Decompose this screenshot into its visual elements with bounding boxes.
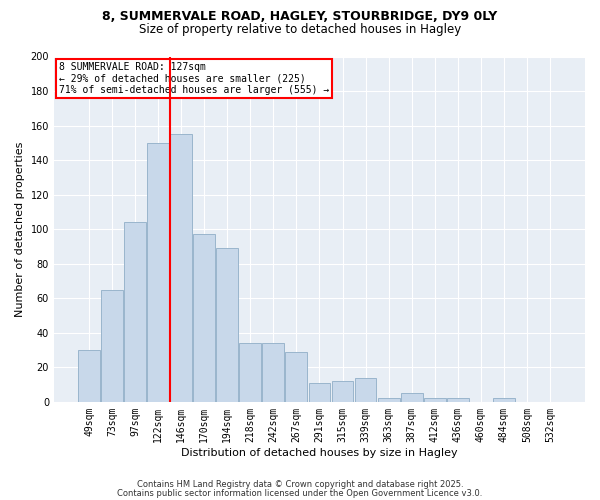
Text: Contains public sector information licensed under the Open Government Licence v3: Contains public sector information licen… xyxy=(118,488,482,498)
Text: Contains HM Land Registry data © Crown copyright and database right 2025.: Contains HM Land Registry data © Crown c… xyxy=(137,480,463,489)
Bar xyxy=(308,383,331,402)
Text: 8 SUMMERVALE ROAD: 127sqm
← 29% of detached houses are smaller (225)
71% of semi: 8 SUMMERVALE ROAD: 127sqm ← 29% of detac… xyxy=(59,62,329,95)
Bar xyxy=(193,234,215,402)
Bar xyxy=(447,398,469,402)
Bar xyxy=(355,378,376,402)
Bar xyxy=(217,248,238,402)
Bar xyxy=(262,343,284,402)
Bar xyxy=(101,290,123,402)
Text: 8, SUMMERVALE ROAD, HAGLEY, STOURBRIDGE, DY9 0LY: 8, SUMMERVALE ROAD, HAGLEY, STOURBRIDGE,… xyxy=(103,10,497,23)
Bar xyxy=(147,143,169,402)
Bar xyxy=(493,398,515,402)
Bar xyxy=(424,398,446,402)
Bar xyxy=(377,398,400,402)
Bar xyxy=(332,381,353,402)
Bar xyxy=(239,343,261,402)
Bar xyxy=(78,350,100,402)
Bar xyxy=(286,352,307,402)
X-axis label: Distribution of detached houses by size in Hagley: Distribution of detached houses by size … xyxy=(181,448,458,458)
Bar xyxy=(401,393,422,402)
Text: Size of property relative to detached houses in Hagley: Size of property relative to detached ho… xyxy=(139,22,461,36)
Bar xyxy=(170,134,192,402)
Bar xyxy=(124,222,146,402)
Y-axis label: Number of detached properties: Number of detached properties xyxy=(15,142,25,317)
